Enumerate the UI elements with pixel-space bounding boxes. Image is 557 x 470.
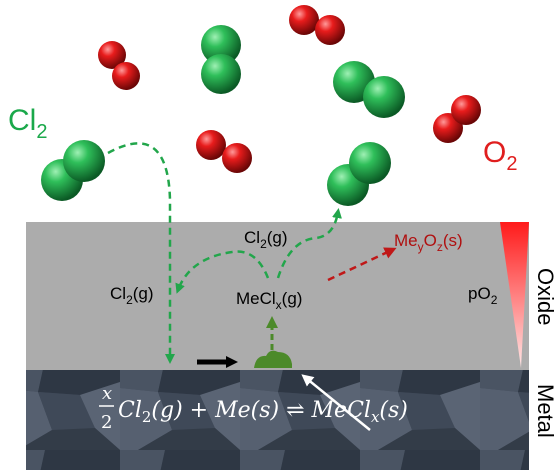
mecl-product-mound xyxy=(254,350,292,368)
meyoz-label: MeyOz(s) xyxy=(394,231,463,254)
metal-side-label: Metal xyxy=(533,384,557,438)
cl2-molecule xyxy=(327,142,391,206)
cl2g-left-label: Cl2(g) xyxy=(110,284,154,307)
cl2-diffusion-arrow xyxy=(107,142,175,364)
o2-molecule xyxy=(98,41,140,90)
o2-label: O2 xyxy=(483,136,517,175)
o2-molecule xyxy=(433,95,481,143)
cl2g-upper-label: Cl2(g) xyxy=(244,228,288,251)
oxide-side-label: Oxide xyxy=(533,268,557,325)
po2-gradient-wedge xyxy=(500,222,529,368)
cl2-molecule xyxy=(333,61,405,118)
oxide-layer xyxy=(26,222,529,370)
metal-layer xyxy=(26,370,529,470)
cl2-reentry-arrow xyxy=(175,250,270,294)
o2-molecule xyxy=(196,130,252,173)
cl2-molecule xyxy=(201,25,241,94)
meclx-label: MeClx(g) xyxy=(236,289,302,312)
cl2-molecule xyxy=(41,140,105,201)
po2-label: pO2 xyxy=(468,284,498,307)
equation-pointer-arrow xyxy=(301,374,371,431)
equation-fraction-numerator: x xyxy=(102,383,112,404)
cl2-label: Cl2 xyxy=(8,104,47,143)
o2-molecule xyxy=(289,5,345,45)
equation-fraction-denominator: 2 xyxy=(101,412,112,433)
reaction-equation: x 2 Cl2(g) + Me(s) ⇌ MeClx(s) xyxy=(99,383,408,433)
equation-body: Cl2(g) + Me(s) ⇌ MeClx(s) xyxy=(118,398,408,426)
